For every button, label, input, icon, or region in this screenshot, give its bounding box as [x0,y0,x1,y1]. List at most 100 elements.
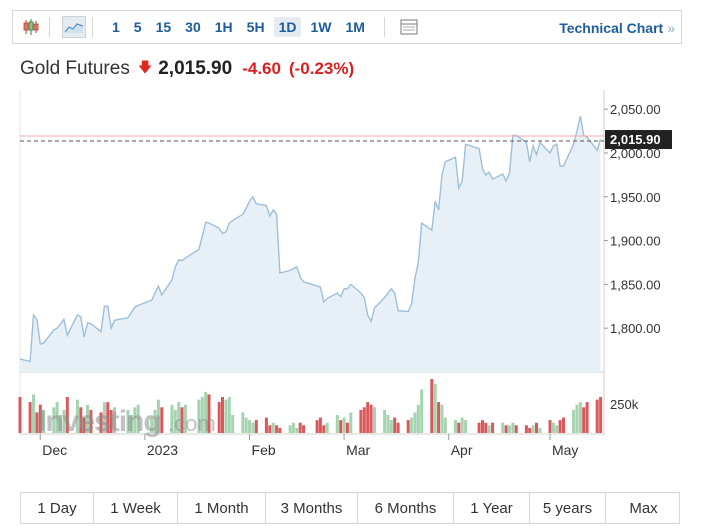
volume-bar [59,415,62,433]
volume-bar [180,407,184,433]
y-tick-label: 1,850.00 [610,277,661,292]
volume-bar [295,427,299,433]
volume-bar [484,422,488,433]
y-tick-label: 2,000.00 [610,146,661,161]
volume-bar [264,417,268,433]
volume-bar [251,422,255,433]
volume-bar [268,425,272,433]
volume-bar [511,422,515,433]
volume-bar [278,427,282,433]
range-3-months[interactable]: 3 Months [266,493,358,523]
volume-bar [315,420,319,433]
interval-5[interactable]: 5 [133,19,142,35]
volume-bar [595,399,599,433]
interval-1[interactable]: 1 [112,19,120,35]
volume-bar [555,425,559,433]
interval-1m[interactable]: 1M [345,19,365,35]
volume-bar [207,394,211,433]
range-1-day[interactable]: 1 Day [21,493,94,523]
volume-bar [349,412,353,433]
volume-bar [477,422,481,433]
interval-selector: 1 5 15 30 1H 5H 1D 1W 1M [107,17,374,37]
volume-bar [150,417,154,433]
volume-bar [32,394,35,433]
interval-30[interactable]: 30 [185,19,201,35]
y-tick-label: 1,900.00 [610,234,661,249]
volume-bar [241,412,245,433]
volume-bar [62,409,66,433]
volume-bar [291,422,295,433]
volume-bar [430,379,434,433]
volume-bar [575,404,579,433]
volume-bar [79,407,83,433]
x-tick-label: May [552,442,578,458]
volume-bar [38,404,42,433]
range-1-week[interactable]: 1 Week [94,493,178,523]
x-tick-label: Apr [451,442,473,458]
range-6-months[interactable]: 6 Months [358,493,454,523]
x-tick-label: Feb [252,442,276,458]
investing-watermark-suffix: .com [168,411,216,436]
price-chart[interactable]: 2,050.00 2,000.00 1,950.00 1,900.00 1,850.00… [0,90,702,472]
volume-bar [487,425,491,433]
volume-bar [18,397,22,433]
double-chevron-right-icon: » [667,20,675,36]
investing-watermark: Investing [38,405,161,438]
volume-bar [393,417,397,433]
interval-1d[interactable]: 1D [273,17,302,37]
candlestick-icon[interactable] [19,16,43,38]
volume-bar [457,422,461,433]
technical-chart-link[interactable]: Technical Chart» [559,20,675,36]
interval-5h[interactable]: 5H [246,19,265,35]
volume-bar [65,397,69,433]
toolbar-divider [383,17,385,37]
volume-bar [531,425,535,433]
quote-header: Gold Futures 🡇 2,015.90 -4.60 (-0.23%) [20,58,354,83]
interval-15[interactable]: 15 [155,19,172,35]
volume-bar [102,402,106,433]
volume-bar [369,404,373,433]
volume-bar [535,422,538,433]
table-view-icon[interactable] [397,16,421,38]
interval-1h[interactable]: 1H [214,19,233,35]
volume-bar [572,409,576,433]
area-chart-icon[interactable] [62,16,86,38]
volume-bar [318,417,322,433]
volume-bar [406,420,410,433]
volume-bar [271,422,275,433]
volume-bar [224,399,228,433]
volume-bar [373,407,376,433]
volume-bar [75,399,79,433]
volume-bar [504,425,508,433]
volume-bar [183,404,187,433]
volume-bar [109,409,113,433]
volume-bar [491,422,495,433]
volume-bar [416,404,420,433]
volume-bar [562,417,565,433]
range-5-years[interactable]: 5 years [530,493,606,523]
volume-bar [52,407,56,433]
interval-1w[interactable]: 1W [310,19,332,35]
range-1-month[interactable]: 1 Month [178,493,266,523]
volume-bar [133,407,137,433]
last-price-tag-label: 2,015.90 [610,132,661,147]
volume-bar [28,402,32,433]
volume-bar [113,407,116,433]
volume-bar [413,412,417,433]
volume-bar [170,404,174,433]
range-1-year[interactable]: 1 Year [454,493,530,523]
volume-bar [99,412,103,433]
volume-bar [528,427,532,433]
volume-bar [362,407,366,433]
volume-bar [244,417,248,433]
volume-bar [153,409,157,433]
volume-bar [82,417,86,433]
range-max[interactable]: Max [629,499,658,517]
last-price-tag [605,130,672,150]
volume-bar [221,397,224,433]
volume-bar [335,415,339,433]
volume-bar [440,404,444,433]
volume-bar [538,427,542,433]
volume-bar [454,420,457,433]
volume-bar [129,415,133,433]
